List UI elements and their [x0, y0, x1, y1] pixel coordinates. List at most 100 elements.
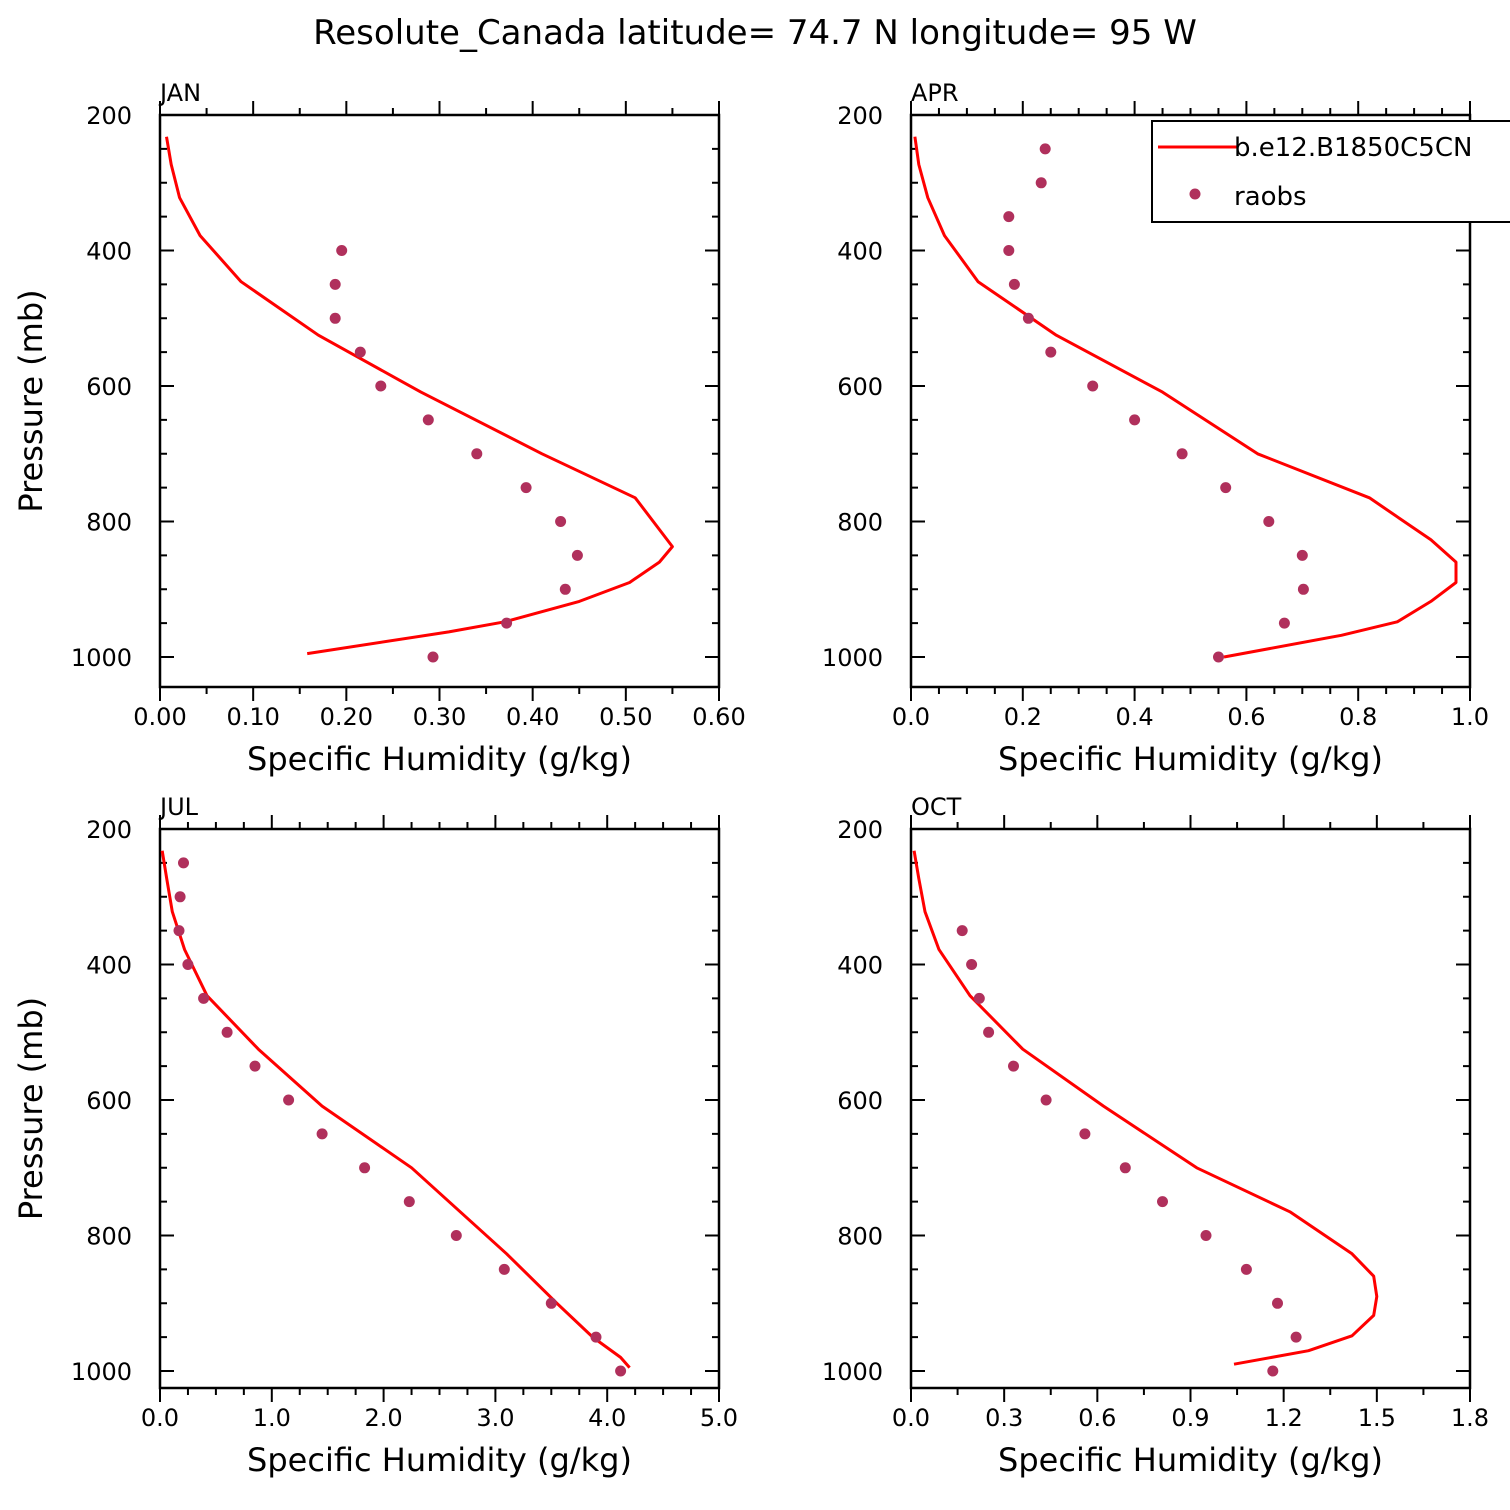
model-series-line: [160, 850, 631, 1369]
raobs-point: [1297, 583, 1309, 595]
raobs-point: [1003, 245, 1015, 256]
raobs-point: [249, 1060, 261, 1072]
x-tick-label: 0.40: [506, 703, 559, 731]
raobs-point: [501, 617, 513, 629]
plot-frame: [909, 827, 1472, 1390]
x-tick-label: 1.5: [1358, 1404, 1396, 1432]
y-tick-label: 400: [837, 952, 883, 980]
x-tick-label: 0.0: [892, 703, 930, 731]
raobs-point: [1278, 617, 1290, 629]
raobs-point: [221, 1026, 233, 1038]
raobs-point: [973, 992, 985, 1004]
raobs-point: [1220, 482, 1232, 494]
raobs-point: [329, 278, 341, 290]
raobs-point: [354, 346, 366, 358]
raobs-point: [1008, 278, 1020, 290]
raobs-point: [498, 1263, 510, 1275]
x-axis-label: Specific Humidity (g/kg): [247, 1441, 632, 1479]
y-tick-label: 1000: [822, 644, 883, 672]
panel-label: JUL: [158, 793, 199, 821]
model-series-line: [912, 850, 1379, 1366]
x-tick-label: 1.0: [253, 1404, 291, 1432]
raobs-point: [545, 1297, 557, 1309]
y-tick-label: 200: [86, 102, 132, 130]
raobs-point: [1200, 1230, 1212, 1241]
panel-jan: JAN 0.00 0.10 0.20 0.30 0.40 0.50 0.60 200 400 600…: [12, 79, 746, 778]
x-axis-label: Specific Humidity (g/kg): [247, 740, 632, 778]
raobs-point: [1039, 143, 1051, 155]
y-axis-label: Pressure (mb): [12, 997, 50, 1220]
x-tick-label: 0.30: [413, 703, 466, 731]
legend-label-obs: raobs: [1234, 182, 1307, 212]
y-tick-label: 400: [86, 952, 132, 980]
y-tick-label: 600: [86, 373, 132, 401]
raobs-point: [1022, 312, 1034, 324]
y-tick-label: 1000: [71, 644, 132, 672]
raobs-point: [1272, 1297, 1283, 1309]
x-tick-label: 0.6: [1078, 1404, 1116, 1432]
x-tick-label: 0.10: [226, 703, 279, 731]
y-tick-label: 200: [837, 816, 883, 844]
raobs-point: [559, 583, 571, 595]
raobs-point: [1157, 1196, 1168, 1208]
legend-dot-swatch: [1189, 188, 1201, 200]
x-axis-label: Specific Humidity (g/kg): [998, 1441, 1383, 1479]
raobs-point: [336, 245, 348, 256]
raobs-point: [1240, 1263, 1252, 1275]
x-tick-label: 1.0: [1451, 703, 1489, 731]
x-tick-label: 0.0: [892, 1404, 930, 1432]
raobs-point: [1087, 380, 1099, 392]
x-tick-label: 0.6: [1227, 703, 1265, 731]
raobs-point: [283, 1094, 295, 1106]
panel-label: OCT: [911, 793, 962, 821]
y-tick-label: 1000: [822, 1358, 883, 1386]
panel-apr: APR 0.0 0.2 0.4 0.6 0.8 1.0 200 400 600 800 1000 Spe…: [822, 79, 1489, 778]
x-axis-label: Specific Humidity (g/kg): [998, 740, 1383, 778]
raobs-point: [1296, 549, 1308, 561]
raobs-point: [174, 891, 186, 903]
x-tick-label: 1.2: [1265, 1404, 1303, 1432]
raobs-point: [1129, 414, 1141, 426]
x-tick-label: 3.0: [476, 1404, 514, 1432]
raobs-point: [427, 651, 439, 663]
x-tick-label: 0.00: [133, 703, 186, 731]
raobs-point: [571, 549, 583, 561]
y-tick-label: 800: [86, 509, 132, 537]
raobs-point: [1040, 1094, 1052, 1106]
legend-label-model: b.e12.B1850C5CN: [1234, 133, 1472, 163]
raobs-point: [1213, 651, 1224, 663]
x-tick-label: 0.8: [1339, 703, 1377, 731]
x-tick-label: 0.60: [692, 703, 745, 731]
x-tick-label: 0.4: [1116, 703, 1154, 731]
y-tick-label: 1000: [71, 1358, 132, 1386]
chart-title: Resolute_Canada latitude= 74.7 N longitu…: [313, 13, 1197, 53]
y-axis-label: Pressure (mb): [12, 289, 50, 512]
raobs-point: [966, 959, 978, 970]
x-tick-label: 0.9: [1171, 1404, 1209, 1432]
raobs-point: [329, 312, 341, 324]
raobs-point: [450, 1230, 462, 1241]
raobs-point: [983, 1026, 995, 1038]
model-series-line: [913, 136, 1458, 659]
raobs-point: [1079, 1128, 1091, 1140]
panel-label: APR: [911, 79, 959, 107]
y-tick-label: 800: [837, 509, 883, 537]
raobs-point: [1290, 1331, 1302, 1343]
panel-oct: OCT 0.0 0.3 0.6 0.9 1.2 1.5 1.8 200 400 600 800 1000…: [822, 793, 1489, 1479]
x-tick-label: 0.20: [320, 703, 373, 731]
raobs-point: [403, 1196, 415, 1208]
raobs-point: [375, 380, 387, 392]
legend: b.e12.B1850C5CN raobs: [1151, 120, 1510, 223]
raobs-point: [178, 857, 189, 869]
plot-frame: [158, 827, 721, 1390]
raobs-point: [1267, 1365, 1279, 1377]
x-tick-label: 4.0: [588, 1404, 626, 1432]
panel-jul: JUL 0.0 1.0 2.0 3.0 4.0 5.0 200 400 600 800 1000 Spe…: [12, 793, 738, 1479]
y-tick-label: 400: [86, 238, 132, 266]
panels: JAN 0.00 0.10 0.20 0.30 0.40 0.50 0.60 200 400 600…: [12, 79, 1489, 1479]
raobs-point: [1263, 516, 1275, 527]
x-tick-label: 0.3: [985, 1404, 1023, 1432]
raobs-point: [198, 992, 210, 1004]
raobs-point: [1035, 177, 1047, 189]
